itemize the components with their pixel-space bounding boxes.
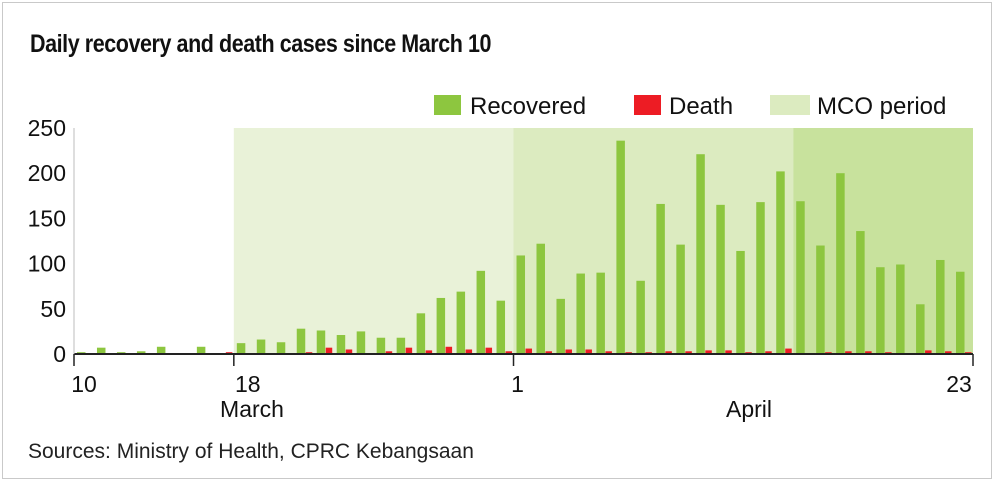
recovered-bar — [236, 343, 246, 354]
recovered-bar — [456, 291, 466, 354]
recovered-bar — [536, 243, 545, 354]
death-bar — [605, 351, 612, 354]
recovered-bar — [576, 273, 585, 354]
recovered-bar — [816, 245, 825, 354]
legend-recovered-swatch — [434, 95, 461, 115]
death-bar — [505, 351, 513, 354]
recovered-bar — [276, 342, 286, 354]
recovered-bar — [856, 231, 865, 354]
death-bar — [725, 350, 732, 354]
recovered-bar — [396, 337, 406, 354]
recovered-bar — [916, 304, 925, 354]
recovered-bar — [156, 346, 166, 354]
recovered-bar — [636, 280, 645, 354]
death-bar — [525, 348, 533, 354]
recovered-bar — [356, 331, 366, 354]
recovered-bar — [696, 154, 705, 354]
death-bar — [325, 347, 333, 354]
month-label-march: March — [220, 396, 284, 422]
death-bar — [765, 351, 772, 354]
recovered-bar — [496, 300, 506, 354]
x-tick-label: 1 — [511, 371, 524, 397]
month-label-april: April — [726, 396, 772, 422]
recovered-bar — [516, 255, 526, 354]
death-bar — [565, 349, 572, 354]
recovered-bar — [96, 347, 106, 354]
mco-band-1 — [233, 128, 514, 354]
y-tick-label: 100 — [28, 251, 66, 277]
death-bar — [425, 350, 433, 354]
death-bar — [845, 351, 852, 354]
y-tick-label: 0 — [53, 341, 66, 367]
death-bar — [545, 351, 552, 354]
recovered-bar — [776, 171, 785, 354]
recovered-bar — [656, 203, 665, 354]
recovered-bar — [416, 313, 426, 354]
recovered-bar — [956, 271, 965, 354]
death-bar — [865, 351, 872, 354]
recovered-bar — [756, 202, 765, 354]
recovered-bar — [596, 272, 605, 354]
death-bar — [585, 349, 592, 354]
y-tick-label: 150 — [28, 205, 66, 231]
recovered-bar — [936, 259, 945, 354]
recovered-bar — [336, 335, 346, 354]
bars — [77, 140, 972, 354]
recovered-bar — [876, 267, 885, 354]
recovered-bar — [896, 264, 905, 354]
y-axis-ticks: 0 50 100 150 200 250 — [28, 115, 66, 367]
death-bar — [685, 351, 692, 354]
death-bar — [945, 351, 952, 354]
death-bar — [345, 349, 353, 354]
source-note: Sources: Ministry of Health, CPRC Kebang… — [28, 440, 474, 463]
recovered-bar — [796, 201, 805, 354]
y-tick-label: 250 — [28, 115, 66, 141]
death-bar — [485, 347, 493, 354]
recovered-bar — [836, 173, 845, 354]
legend-death-swatch — [634, 95, 661, 115]
death-bar — [385, 351, 393, 354]
death-bar — [405, 347, 413, 354]
legend-death-label: Death — [669, 93, 733, 120]
legend-mco-period-swatch — [770, 95, 810, 115]
recovered-bar — [616, 140, 625, 354]
x-tick-label: 23 — [946, 371, 972, 397]
recovered-bar — [716, 204, 725, 354]
x-axis: 10 18 1 23 March April — [71, 128, 974, 422]
legend: Recovered Death MCO period — [434, 93, 946, 120]
recovered-bar — [316, 330, 326, 354]
x-tick-label: 18 — [235, 371, 261, 397]
recovered-bar — [256, 339, 266, 354]
death-bar — [465, 349, 473, 354]
recovered-bar — [556, 298, 565, 354]
x-tick-label: 10 — [71, 371, 97, 397]
recovered-bar — [676, 244, 685, 354]
legend-mco-period-label: MCO period — [817, 93, 946, 120]
death-bar — [785, 348, 792, 354]
recovered-bar — [376, 337, 386, 354]
mco-band-2 — [513, 128, 794, 354]
death-bar — [705, 350, 712, 354]
chart-title: Daily recovery and death cases since Mar… — [30, 30, 492, 58]
recovered-bar — [196, 346, 206, 354]
death-bar — [665, 351, 672, 354]
recovered-bar — [476, 270, 486, 354]
death-bar — [445, 346, 453, 354]
death-bar — [925, 350, 932, 354]
legend-recovered-label: Recovered — [470, 93, 586, 120]
recovered-bar — [296, 328, 306, 354]
y-tick-label: 200 — [28, 160, 66, 186]
recovered-bar — [436, 297, 446, 354]
recovered-bar — [736, 250, 745, 354]
y-tick-label: 50 — [40, 296, 66, 322]
recovered-bar — [136, 351, 146, 354]
